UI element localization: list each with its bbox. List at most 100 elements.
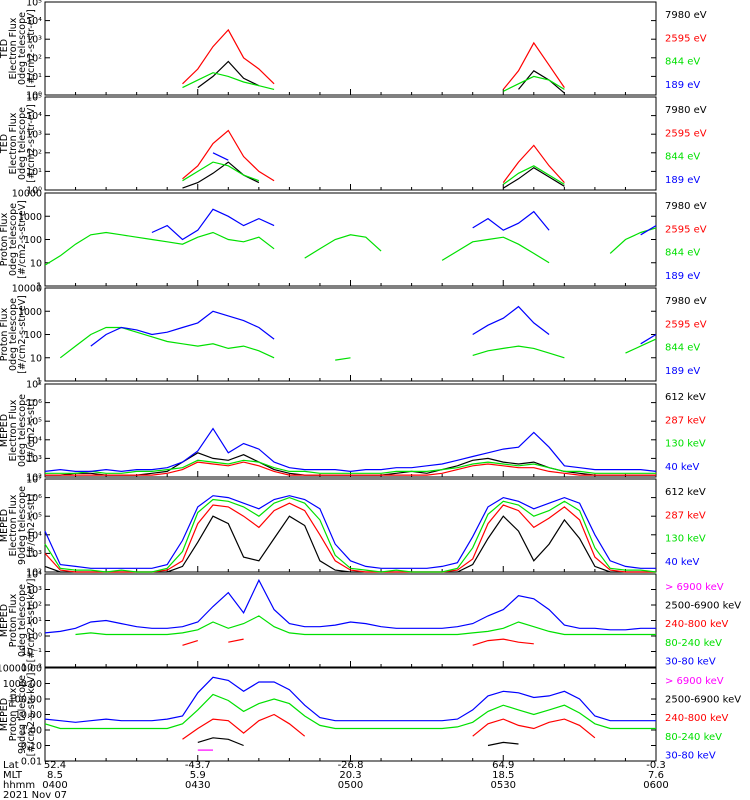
legend-entry: 240-800 keV xyxy=(665,713,729,724)
y-tick-label: 10³ xyxy=(26,35,42,46)
y-axis-label-line: 0deg telescope xyxy=(8,298,19,371)
footer-mlt-value: 18.5 xyxy=(492,770,514,781)
series-line-844-ev xyxy=(182,72,565,92)
y-tick-label: 10⁵ xyxy=(26,417,42,428)
legend-entry: 130 keV xyxy=(665,534,706,545)
y-tick-label: 10⁰ xyxy=(26,632,42,643)
y-axis-label-line: [#/cm2-s-str-eV] xyxy=(26,9,37,88)
y-tick-label: 10 xyxy=(30,258,42,269)
y-tick-label: 10000 xyxy=(12,189,42,200)
series-line-844-ev xyxy=(44,227,657,266)
footer-date: 2021 Nov 07 xyxy=(3,790,67,800)
y-tick-label: 10 xyxy=(30,353,42,364)
series-line-612-kev xyxy=(44,515,656,573)
panel-frame xyxy=(44,192,657,287)
legend-entry: 30-80 keV xyxy=(665,750,716,761)
y-axis-label: TEDElectron Flux0deg telescope[#/cm2-s-s… xyxy=(0,104,37,183)
y-axis-label: MEPEDProton Flux0deg telescope[#/cm2-s-s… xyxy=(0,579,37,663)
legend-entry: 130 keV xyxy=(665,439,706,450)
legend-entry: 287 keV xyxy=(665,415,706,426)
y-tick-label: 10⁻¹ xyxy=(21,647,42,658)
y-tick-label: 10⁴ xyxy=(26,530,42,541)
legend-entry: 2500-6900 keV xyxy=(665,601,741,612)
y-axis-label: MEPEDProton Flux90deg telescope[#/cm2-s-… xyxy=(0,673,37,757)
series-line-130-kev xyxy=(44,496,657,573)
y-axis-label-line: 0deg telescope xyxy=(17,394,28,467)
series-line-2595-ev xyxy=(182,28,565,90)
legend-entry: 287 keV xyxy=(665,510,706,521)
y-tick-label: 10⁰ xyxy=(26,186,42,197)
y-tick-label: 10³ xyxy=(26,130,42,141)
y-tick-label: 1 xyxy=(36,282,42,293)
footer-lat-value: -43.7 xyxy=(185,760,211,771)
y-tick-label: 10⁻² xyxy=(21,663,42,674)
series-line-7980-ev xyxy=(182,161,565,189)
legend-entry: 2595 eV xyxy=(665,319,707,330)
y-axis-label-line: [#/cm2-s-str] xyxy=(26,399,37,462)
y-axis-label-line: 0deg telescope xyxy=(17,12,28,85)
y-tick-label: 10⁴ xyxy=(26,435,42,446)
series-line-80-240-kev xyxy=(75,615,656,636)
legend-entry: 2500-6900 keV xyxy=(665,695,741,706)
y-tick-label: 100 xyxy=(24,330,42,341)
legend-entry: > 6900 keV xyxy=(665,582,724,593)
legend-entry: 40 keV xyxy=(665,462,699,473)
footer-hhmm-value: 0600 xyxy=(643,780,668,791)
y-axis-label-line: Proton Flux xyxy=(0,212,10,266)
y-axis-label-line: [#/cm2-s-str] xyxy=(26,494,37,557)
legend-entry: 844 eV xyxy=(665,152,700,163)
y-tick-label: 10³ xyxy=(26,585,42,596)
y-axis-label-line: [#/cm2-s-str-eV] xyxy=(26,104,37,183)
y-tick-label: 10⁵ xyxy=(26,0,42,9)
y-axis-label-line: [#/cm2-s-str-keV] xyxy=(26,673,37,757)
y-tick-label: 10² xyxy=(26,601,42,612)
y-tick-label: 10⁴ xyxy=(26,111,42,122)
y-tick-label: 0.10 xyxy=(21,741,42,752)
footer-mlt-value: 5.9 xyxy=(190,770,206,781)
y-tick-label: 1 xyxy=(36,377,42,388)
legend-entry: 189 eV xyxy=(665,271,700,282)
panel-8: 0.010.101.0010.00100.001000.0010000.00ME… xyxy=(0,664,741,768)
legend-entry: 844 eV xyxy=(665,248,700,259)
y-axis-label: MEPEDElectron Flux0deg telescope[#/cm2-s… xyxy=(0,394,37,467)
y-tick-label: 10000 xyxy=(12,284,42,295)
legend-entry: 7980 eV xyxy=(665,10,707,21)
y-tick-label: 10¹ xyxy=(26,616,42,627)
y-tick-label: 0.01 xyxy=(21,757,42,768)
legend-entry: 844 eV xyxy=(665,343,700,354)
panel-frame xyxy=(44,383,657,478)
y-tick-label: 10⁶ xyxy=(26,398,42,409)
y-axis-label: MEPEDElectron Flux90deg telescope[#/cm2-… xyxy=(0,486,37,565)
y-axis-label-line: 0deg telescope xyxy=(8,203,19,276)
y-tick-label: 10³ xyxy=(26,454,42,465)
y-tick-label: 10⁴ xyxy=(26,16,42,27)
footer-hhmm-value: 0500 xyxy=(338,780,363,791)
legend-entry: 189 eV xyxy=(665,80,700,91)
footer-row-label-lat: Lat xyxy=(3,760,19,771)
y-axis-label-line: MEPED xyxy=(0,509,10,542)
footer-hhmm-value: 0530 xyxy=(491,780,516,791)
series-line-189-ev xyxy=(90,305,657,347)
legend-entry: 2595 eV xyxy=(665,128,707,139)
y-axis-label-line: Electron Flux xyxy=(8,399,19,461)
footer-lat-value: -26.8 xyxy=(338,760,364,771)
y-tick-label: 10⁵ xyxy=(26,512,42,523)
legend-entry: 7980 eV xyxy=(665,201,707,212)
series-line-30-80-kev xyxy=(44,676,656,723)
series-line-40-kev xyxy=(44,427,657,473)
series-line-30-80-kev xyxy=(44,578,656,634)
footer-hhmm-value: 0430 xyxy=(185,780,210,791)
series-line-189-ev xyxy=(213,153,534,160)
y-tick-label: 10⁷ xyxy=(26,475,42,486)
series-line-2595-ev xyxy=(182,129,565,184)
y-tick-label: 10² xyxy=(26,473,42,484)
footer-mlt-value: 7.6 xyxy=(648,770,664,781)
y-axis-label-line: Electron Flux xyxy=(8,494,19,556)
y-tick-label: 10³ xyxy=(26,549,42,560)
